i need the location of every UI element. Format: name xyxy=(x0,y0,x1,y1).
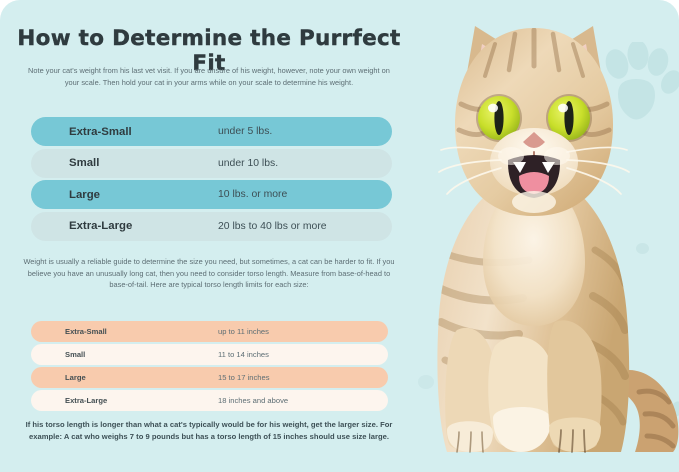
row-value: 10 lbs. or more xyxy=(218,189,288,200)
table-row: Small 11 to 14 inches xyxy=(31,344,388,365)
row-value: up to 11 inches xyxy=(218,327,269,336)
closing-paragraph: If his torso length is longer than what … xyxy=(25,420,393,442)
row-label: Extra-Small xyxy=(65,327,107,336)
table-row: Large 15 to 17 inches xyxy=(31,367,388,388)
row-label: Small xyxy=(69,157,100,169)
row-label: Extra-Small xyxy=(69,125,132,138)
weight-size-table: Extra-Small under 5 lbs. Small under 10 … xyxy=(31,117,392,243)
row-value: 18 inches and above xyxy=(218,396,289,405)
intro-paragraph: Note your cat's weight from his last vet… xyxy=(28,66,390,87)
table-row: Small under 10 lbs. xyxy=(31,148,392,178)
row-label: Extra-Large xyxy=(65,396,108,405)
row-label: Large xyxy=(65,373,86,382)
table-row: Extra-Small up to 11 inches xyxy=(31,321,388,342)
table-row: Extra-Small under 5 lbs. xyxy=(31,117,392,146)
row-value: under 10 lbs. xyxy=(218,157,279,169)
content-column: How to Determine the Purrfect Fit Note y… xyxy=(17,26,401,442)
page-title: How to Determine the Purrfect Fit xyxy=(17,26,401,76)
row-value: under 5 lbs. xyxy=(218,126,273,137)
table-row: Extra-Large 20 lbs to 40 lbs or more xyxy=(31,211,392,241)
row-label: Large xyxy=(69,188,101,201)
torso-size-table: Extra-Small up to 11 inches Small 11 to … xyxy=(31,321,388,413)
table-row: Extra-Large 18 inches and above xyxy=(31,390,388,411)
table-row: Large 10 lbs. or more xyxy=(31,180,392,209)
torso-explanation-paragraph: Weight is usually a reliable guide to de… xyxy=(23,257,395,290)
row-value: 20 lbs to 40 lbs or more xyxy=(218,220,327,232)
row-label: Small xyxy=(65,350,86,359)
row-value: 11 to 14 inches xyxy=(218,350,269,359)
row-label: Extra-Large xyxy=(69,220,133,232)
cat-photo xyxy=(389,0,679,472)
row-value: 15 to 17 inches xyxy=(218,373,270,382)
